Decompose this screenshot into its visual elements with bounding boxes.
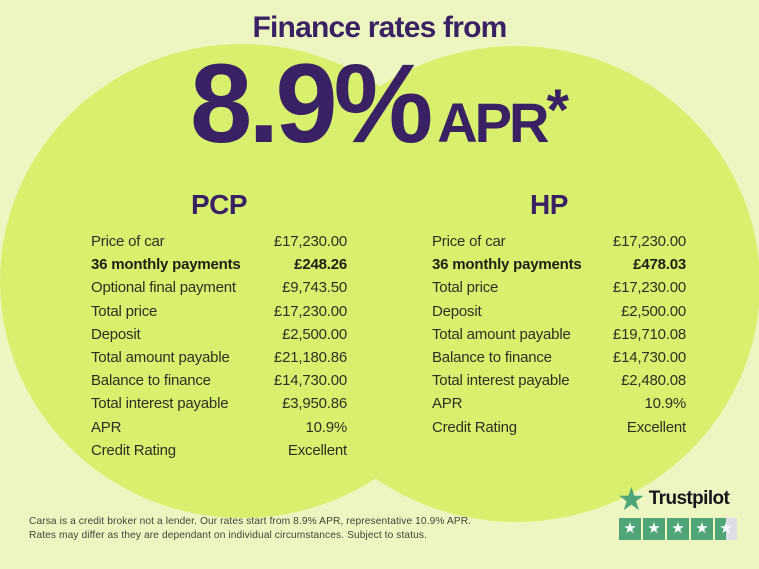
finance-row: Balance to finance £14,730.00 — [432, 349, 686, 372]
finance-row: Total price £17,230.00 — [432, 279, 686, 302]
finance-row: Credit Rating Excellent — [432, 419, 686, 442]
finance-row: 36 monthly payments £248.26 — [91, 256, 347, 279]
finance-row: Balance to finance £14,730.00 — [91, 372, 347, 395]
trustpilot-star-box: ★ — [667, 518, 689, 540]
star-icon: ★ — [719, 520, 733, 537]
star-icon: ★ — [647, 520, 661, 537]
finance-row-value: £17,230.00 — [612, 233, 686, 250]
finance-row: Total interest payable £2,480.08 — [432, 372, 686, 395]
finance-row-value: £14,730.00 — [273, 372, 347, 390]
finance-row-label: Price of car — [91, 233, 165, 250]
finance-row: 36 monthly payments £478.03 — [432, 256, 686, 279]
trustpilot-brand-name: Trustpilot — [648, 488, 730, 509]
trustpilot-star-icon: ★ — [617, 481, 646, 517]
finance-row-label: Credit Rating — [432, 418, 517, 436]
apr-rate-value: 8.9% — [189, 41, 433, 166]
finance-row-label: 36 monthly payments — [91, 256, 241, 274]
star-icon: ★ — [671, 520, 685, 537]
hp-column: HP Price of car £17,230.00 36 monthly paym… — [432, 188, 686, 442]
finance-row: Credit Rating Excellent — [91, 442, 347, 465]
trustpilot-rating-stars: ★ ★ ★ ★ ★ — [619, 518, 747, 540]
finance-row-label: Total interest payable — [91, 395, 229, 413]
finance-row: Total price £17,230.00 — [91, 303, 347, 326]
trustpilot-star-box: ★ — [691, 518, 713, 540]
finance-row-label: Price of car — [432, 233, 506, 250]
finance-row-value: £17,230.00 — [612, 279, 686, 297]
finance-row-value: £2,480.08 — [621, 372, 686, 390]
finance-row-label: Total price — [432, 279, 499, 297]
finance-row-label: Total amount payable — [432, 325, 571, 343]
finance-row-value: £478.03 — [633, 256, 686, 274]
apr-rate-unit: APR — [437, 91, 549, 154]
finance-row-value: £9,743.50 — [282, 279, 347, 297]
finance-row-label: Deposit — [91, 325, 141, 343]
finance-row-label: Total amount payable — [91, 348, 230, 366]
trustpilot-logo: ★ Trustpilot — [617, 481, 747, 517]
finance-row: Optional final payment £9,743.50 — [91, 279, 347, 302]
finance-row-label: Total price — [91, 302, 158, 320]
finance-row: APR 10.9% — [432, 395, 686, 418]
finance-row-value: £19,710.08 — [612, 325, 686, 343]
hp-finance-table: Price of car £17,230.00 36 monthly payment… — [432, 233, 686, 442]
finance-row-value: £17,230.00 — [273, 302, 347, 320]
finance-row-label: Credit Rating — [91, 441, 176, 459]
background-ellipse-right — [272, 46, 759, 522]
banner-title: Finance rates from — [252, 11, 507, 44]
apr-asterisk: * — [546, 78, 570, 143]
finance-row: Total interest payable £3,950.86 — [91, 395, 347, 418]
finance-row-value: £3,950.86 — [282, 395, 347, 413]
finance-row-value: Excellent — [287, 441, 347, 459]
finance-row-label: Deposit — [432, 302, 482, 320]
trustpilot-star-box: ★ — [643, 518, 665, 540]
trustpilot-star-box: ★ — [715, 518, 737, 540]
finance-row-label: Total interest payable — [432, 372, 570, 390]
finance-row-value: £14,730.00 — [612, 348, 686, 366]
finance-row: Total amount payable £19,710.08 — [432, 326, 686, 349]
trustpilot-widget: ★ Trustpilot ★ ★ ★ ★ ★ — [617, 481, 747, 540]
legal-disclaimer: Carsa is a credit broker not a lender. O… — [29, 515, 471, 543]
finance-row: Deposit £2,500.00 — [91, 326, 347, 349]
pcp-column-header: PCP — [190, 189, 248, 220]
finance-row-label: Balance to finance — [91, 372, 211, 390]
disclaimer-line-2: Rates may differ as they are dependant o… — [29, 530, 428, 541]
finance-row: Price of car £17,230.00 — [91, 233, 347, 256]
finance-row-value: Excellent — [626, 418, 686, 436]
finance-row: APR 10.9% — [91, 419, 347, 442]
disclaimer-line-1: Carsa is a credit broker not a lender. O… — [29, 516, 472, 527]
finance-row-label: APR — [91, 418, 122, 436]
pcp-finance-table: Price of car £17,230.00 36 monthly payment… — [91, 233, 347, 465]
star-icon: ★ — [623, 520, 637, 537]
finance-row-value: £17,230.00 — [273, 233, 347, 250]
finance-row-value: £248.26 — [294, 256, 347, 274]
finance-row: Price of car £17,230.00 — [432, 233, 686, 256]
star-icon: ★ — [695, 520, 709, 537]
finance-row-value: £2,500.00 — [282, 325, 347, 343]
finance-row: Total amount payable £21,180.86 — [91, 349, 347, 372]
finance-row-value: 10.9% — [644, 395, 686, 413]
finance-row-label: Balance to finance — [432, 348, 552, 366]
finance-row-value: £21,180.86 — [273, 348, 347, 366]
finance-row-label: APR — [432, 395, 463, 413]
trustpilot-star-box: ★ — [619, 518, 641, 540]
finance-row: Deposit £2,500.00 — [432, 303, 686, 326]
finance-row-label: Optional final payment — [91, 279, 236, 297]
finance-row-value: 10.9% — [305, 418, 347, 436]
finance-row-value: £2,500.00 — [621, 302, 686, 320]
finance-row-label: 36 monthly payments — [432, 256, 582, 274]
headline-rate: 8.9% APR * — [0, 48, 759, 160]
pcp-column: PCP Price of car £17,230.00 36 monthly pay… — [91, 188, 347, 465]
hp-column-header: HP — [530, 189, 568, 220]
